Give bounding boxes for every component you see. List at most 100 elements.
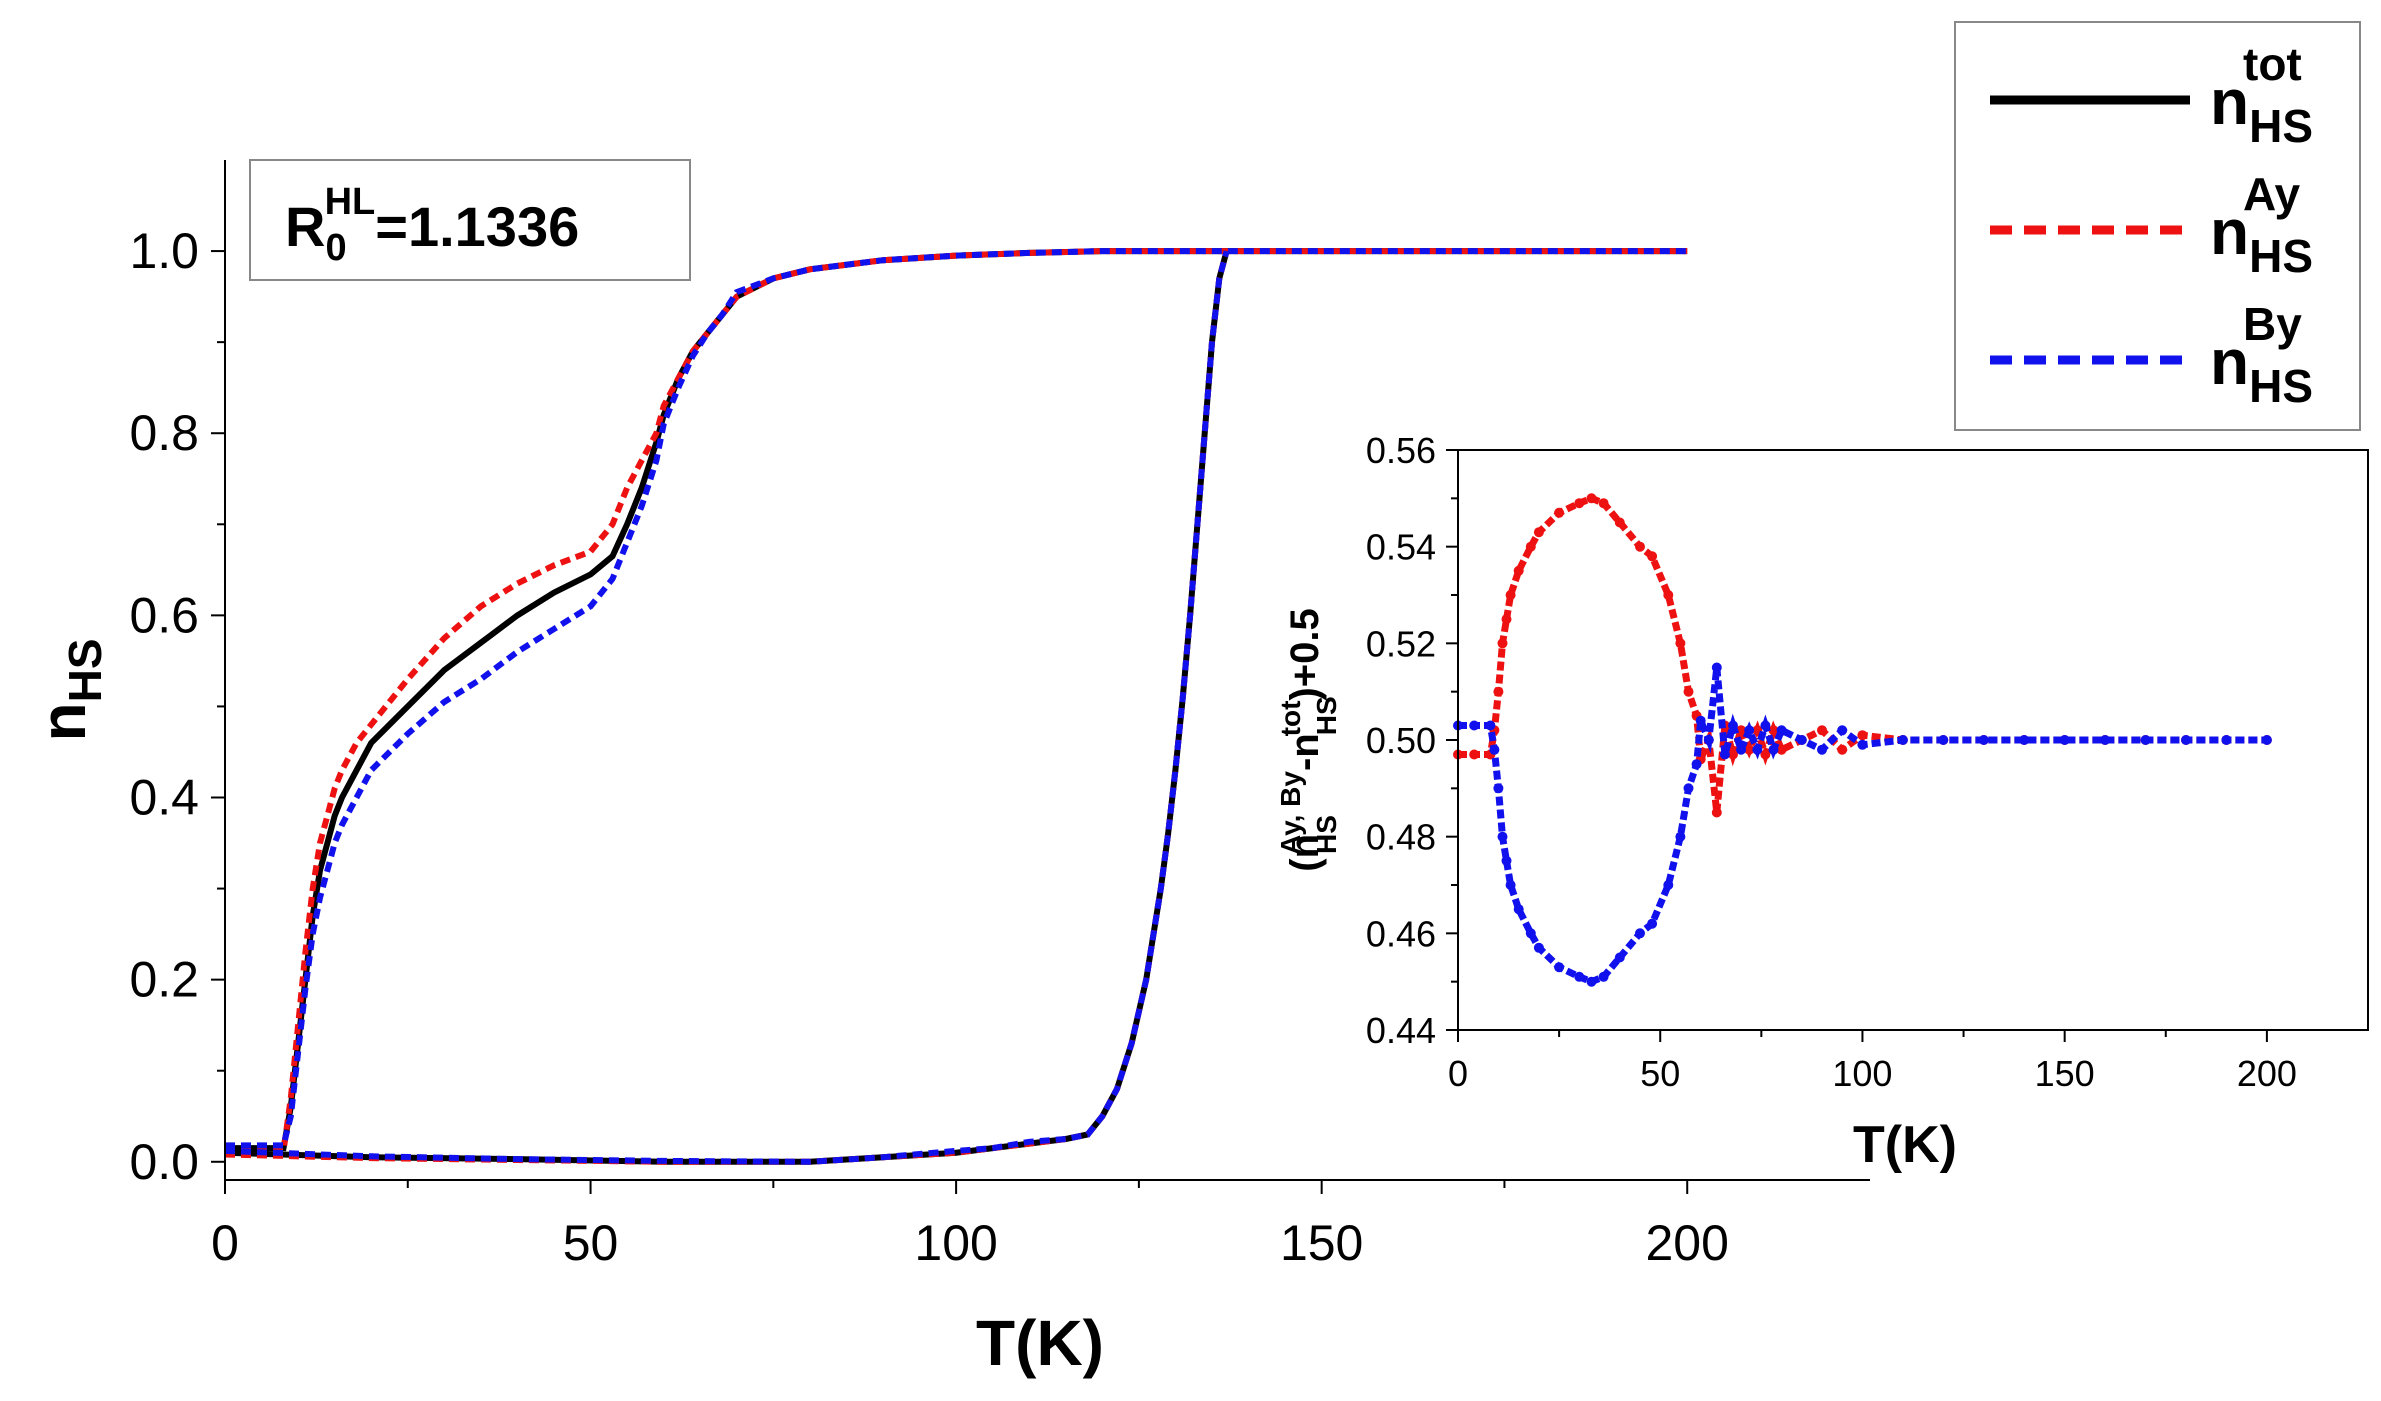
inset-point-by xyxy=(2181,735,2191,745)
main-x-tick-label: 0 xyxy=(211,1215,239,1271)
inset-point-by xyxy=(1683,783,1694,794)
main-series-ay-branch-heating xyxy=(225,248,1688,1154)
inset-point-ay xyxy=(1493,686,1504,697)
inset-point-by xyxy=(2140,735,2151,745)
inset-point-ay xyxy=(1728,749,1738,760)
inset-point-by xyxy=(1719,749,1730,760)
inset-point-by xyxy=(1837,725,1848,736)
inset-point-ay xyxy=(1837,744,1848,755)
inset-point-by xyxy=(1614,952,1625,963)
main-y-tick-label: 0.4 xyxy=(129,770,199,826)
inset-x-tick-label: 0 xyxy=(1448,1053,1468,1094)
legend-label-tot: nHStot xyxy=(2210,38,2313,152)
inset-point-by xyxy=(1493,783,1504,794)
inset-point-by xyxy=(2221,735,2232,745)
inset-point-ay xyxy=(1776,744,1787,755)
inset-point-by xyxy=(2019,735,2030,745)
inset-point-by xyxy=(2261,735,2272,745)
inset-point-by xyxy=(1586,976,1597,987)
inset-point-by xyxy=(1533,942,1544,953)
inset-y-tick-label: 0.56 xyxy=(1366,430,1436,471)
main-y-axis-title-sub: HS xyxy=(59,639,111,703)
inset-point-by xyxy=(2100,735,2111,745)
inset-point-by xyxy=(1525,928,1536,939)
inset-series-layer xyxy=(1453,493,2272,987)
inset-point-by xyxy=(1497,831,1508,842)
inset-point-by xyxy=(1505,880,1516,890)
inset-x-tick-label: 200 xyxy=(2237,1053,2297,1094)
inset-point-ay xyxy=(1501,614,1512,625)
main-y-tick-label: 0.6 xyxy=(129,587,199,643)
inset-point-ay xyxy=(1744,744,1755,755)
inset-y-tick-label: 0.48 xyxy=(1366,817,1436,858)
main-series-by-branch-cooling xyxy=(224,250,1230,1165)
inset-y-tick-label: 0.50 xyxy=(1366,720,1436,761)
legend-label-ay: nHSAy xyxy=(2210,168,2313,282)
main-y-tick-label: 0.0 xyxy=(129,1134,199,1190)
inset-point-by xyxy=(1635,928,1645,939)
legend-box xyxy=(1954,21,2361,431)
inset-y-tick-label: 0.54 xyxy=(1366,527,1436,568)
inset-point-by xyxy=(1691,759,1702,770)
main-x-axis-title: T(K) xyxy=(976,1307,1104,1379)
inset-point-ay xyxy=(1554,507,1565,518)
inset-point-by xyxy=(1489,744,1500,755)
inset-x-axis-title: T(K) xyxy=(1853,1116,1957,1174)
inset-point-ay xyxy=(1711,807,1722,818)
inset-point-ay xyxy=(1614,517,1625,528)
legend: nHStot nHSAy nHSBy xyxy=(1954,21,2361,431)
legend-items: nHStot nHSAy nHSBy xyxy=(1990,38,2313,412)
inset-point-ay xyxy=(1505,590,1516,600)
inset-point-by xyxy=(1647,918,1658,929)
inset-axes: 0 50 100 150 200 0.44 0.46 0.48 0.50 0.52 0.54 0.56 xyxy=(1366,430,2369,1094)
main-x-tick-label: 200 xyxy=(1646,1215,1729,1271)
main-y-tick-label: 0.8 xyxy=(129,405,199,461)
inset-point-by xyxy=(1513,904,1524,915)
inset-plot: 0 50 100 150 200 0.44 0.46 0.48 0.50 0.52 0.54 0.56… xyxy=(1275,430,2369,1174)
main-series-by-branch-heating xyxy=(225,248,1688,1149)
inset-point-ay xyxy=(1663,590,1674,600)
main-x-tick-label: 150 xyxy=(1280,1215,1363,1271)
inset-point-by xyxy=(1703,735,1714,745)
inset-point-ay xyxy=(1760,749,1771,760)
r0-annotation-box xyxy=(249,159,691,281)
inset-point-by xyxy=(2059,735,2070,745)
main-x-tick-label: 50 xyxy=(563,1215,619,1271)
main-y-tick-label: 0.2 xyxy=(129,952,199,1008)
svg-text:nHS: nHS xyxy=(27,639,111,742)
inset-point-by xyxy=(1938,735,1949,745)
inset-point-by xyxy=(1978,735,1989,745)
legend-label-by: nHSBy xyxy=(2210,298,2313,412)
inset-point-by xyxy=(1675,831,1686,842)
inset-point-by xyxy=(1574,971,1585,982)
inset-y-tick-label: 0.44 xyxy=(1366,1010,1436,1051)
inset-point-by xyxy=(1768,744,1779,755)
inset-point-ay xyxy=(1497,638,1508,649)
inset-point-by xyxy=(1695,715,1706,726)
inset-y-tick-label: 0.46 xyxy=(1366,913,1436,954)
inset-point-ay xyxy=(1768,725,1779,736)
inset-point-by xyxy=(1817,744,1827,755)
main-y-axis-title: nHS xyxy=(27,639,111,742)
inset-point-by xyxy=(1598,971,1609,982)
main-y-axis-title-base: n xyxy=(27,702,99,741)
r0-annotation-text: R0HL=1.1336 xyxy=(285,181,579,269)
main-x-tick-label: 100 xyxy=(914,1215,997,1271)
inset-x-tick-label: 50 xyxy=(1640,1053,1680,1094)
inset-point-ay xyxy=(1857,730,1868,741)
inset-point-by xyxy=(1554,962,1565,973)
inset-point-ay xyxy=(1675,638,1686,649)
inset-point-ay xyxy=(1598,498,1609,509)
inset-point-ay xyxy=(1817,725,1827,736)
inset-point-by xyxy=(1736,744,1747,755)
inset-point-by xyxy=(1469,720,1480,731)
inset-point-ay xyxy=(1683,686,1694,697)
inset-x-tick-label: 100 xyxy=(1832,1053,1892,1094)
inset-point-by xyxy=(1897,735,1908,745)
inset-point-by xyxy=(1857,739,1868,750)
inset-point-ay xyxy=(1525,541,1536,552)
inset-point-by xyxy=(1752,744,1763,755)
inset-point-ay xyxy=(1469,749,1480,760)
inset-point-ay xyxy=(1513,565,1524,576)
